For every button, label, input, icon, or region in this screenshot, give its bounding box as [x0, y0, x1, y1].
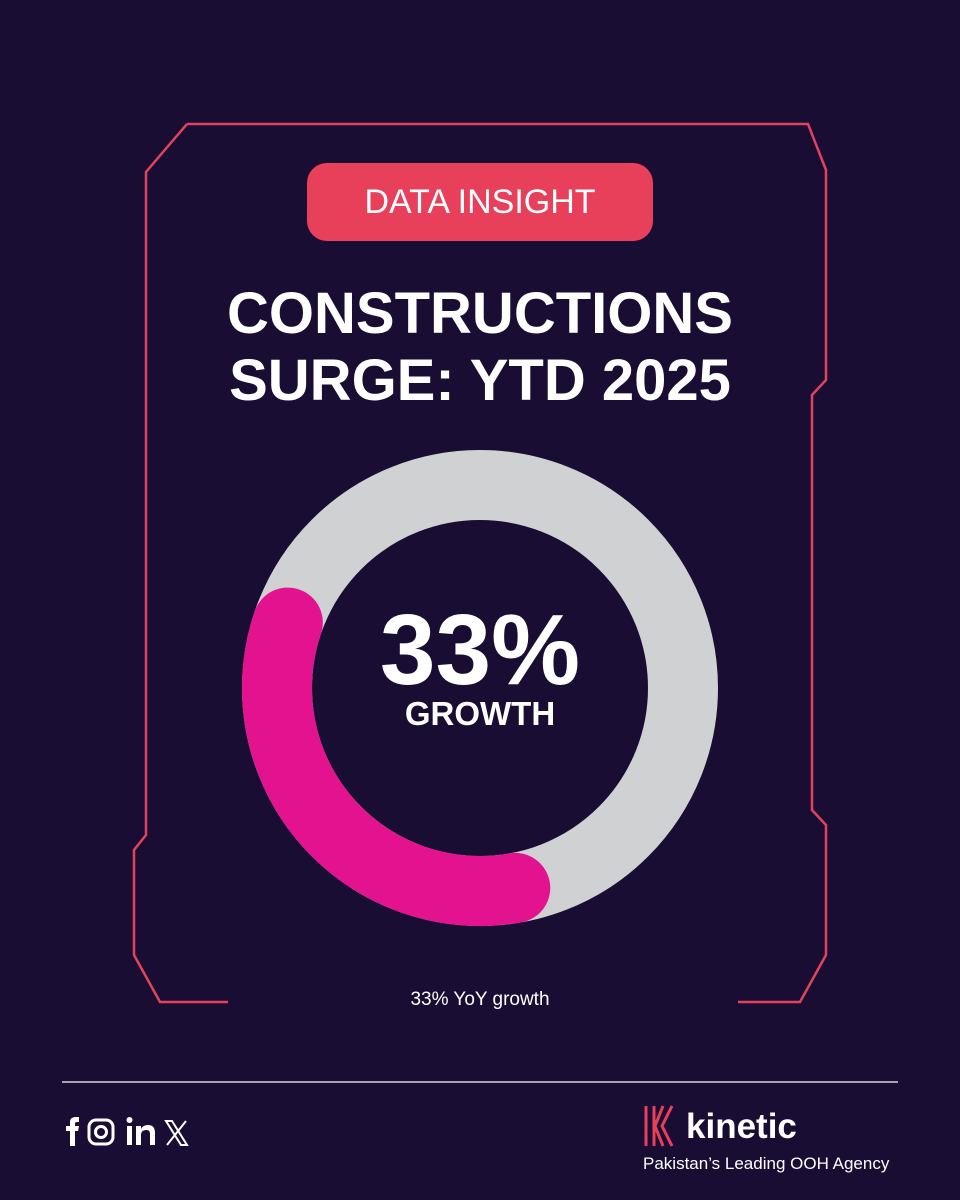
logo-mark	[644, 1105, 674, 1147]
chart-title: CONSTRUCTIONS SURGE: YTD 2025	[227, 281, 733, 413]
logo-stroke	[644, 1105, 674, 1147]
linkedin-dot	[126, 1117, 133, 1123]
caption: 33% YoY growth	[410, 989, 550, 1010]
brand: kinetic	[686, 1107, 797, 1146]
linkedin-n	[136, 1125, 155, 1145]
frame	[132, 122, 828, 1004]
value-label: 33%	[379, 594, 581, 706]
tagline: Pakistan’s Leading OOH Agency	[643, 1154, 890, 1173]
center-label: GROWTH	[404, 695, 556, 732]
facebook-icon	[66, 1117, 79, 1146]
social-icons	[66, 1117, 189, 1146]
x-icon	[164, 1120, 189, 1146]
linkedin-i	[127, 1126, 132, 1145]
instagram-lens	[94, 1125, 108, 1139]
donut-arc	[242, 587, 551, 926]
badge-bg	[307, 163, 653, 241]
badge: DATA INSIGHT	[364, 183, 596, 221]
instagram-icon	[87, 1118, 115, 1146]
